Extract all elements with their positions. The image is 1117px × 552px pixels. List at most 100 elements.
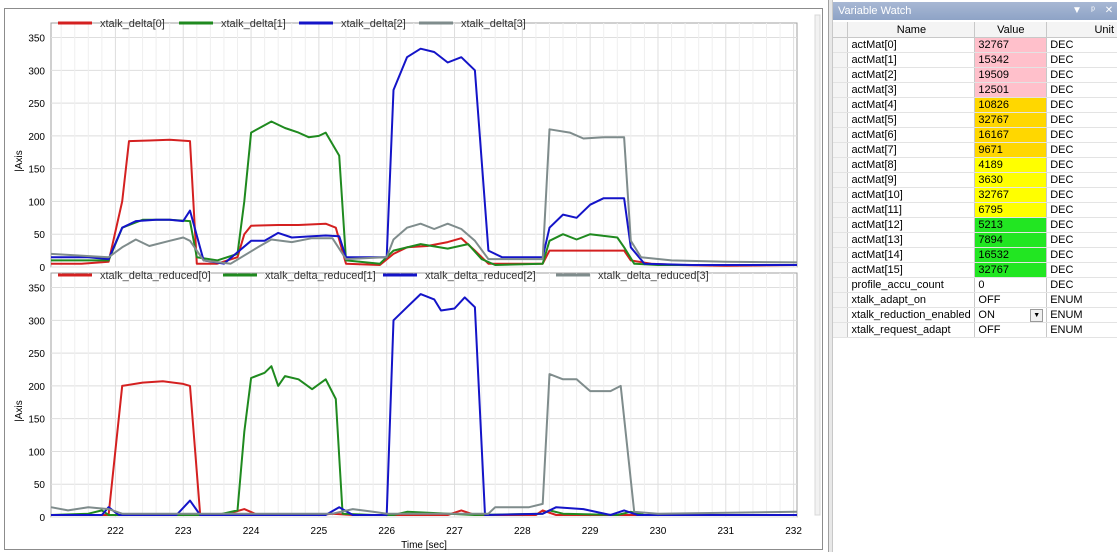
variable-name: actMat[15] (847, 262, 976, 278)
plot-scrollbar[interactable] (814, 14, 821, 516)
row-selector[interactable] (833, 187, 849, 203)
variable-name: actMat[3] (847, 82, 976, 98)
variable-value-text: 32767 (978, 114, 1010, 126)
y-tick-label: 100 (28, 447, 45, 458)
series-line-3 (50, 373, 798, 515)
row-selector[interactable] (833, 127, 849, 143)
x-tick-label: 230 (650, 526, 667, 537)
table-row[interactable]: actMat[2] 19509 DEC (833, 67, 1117, 83)
x-tick-label: 226 (378, 526, 395, 537)
plot-area[interactable]: 350 300 250 200 150 100 50 0 |Axis xtalk_delta[0]… (0, 0, 828, 552)
watch-title: Variable Watch (838, 5, 912, 17)
y-tick-label: 350 (28, 284, 45, 295)
y-axis-label: |Axis (14, 400, 25, 422)
variable-value[interactable]: ON ▼ (974, 307, 1048, 323)
table-row[interactable]: actMat[4] 10826 DEC (833, 97, 1117, 113)
row-selector[interactable] (833, 52, 849, 68)
variable-value[interactable]: 32767 (974, 187, 1048, 203)
variable-value[interactable]: 16532 (974, 247, 1048, 263)
variable-value[interactable]: 32767 (974, 37, 1048, 53)
variable-unit: DEC (1046, 262, 1117, 278)
watch-title-bar: Variable Watch ▼ ᵖ ✕ (833, 2, 1117, 20)
table-row[interactable]: actMat[10] 32767 DEC (833, 187, 1117, 203)
close-icon[interactable]: ✕ (1104, 5, 1114, 16)
row-selector[interactable] (833, 247, 849, 263)
table-row[interactable]: actMat[1] 15342 DEC (833, 52, 1117, 68)
variable-value[interactable]: 0 (974, 277, 1048, 293)
column-header-unit[interactable]: Unit (1046, 22, 1117, 38)
table-row[interactable]: xtalk_request_adapt OFF ENUM (833, 322, 1117, 338)
row-selector[interactable] (833, 232, 849, 248)
table-row[interactable]: actMat[13] 7894 DEC (833, 232, 1117, 248)
row-selector[interactable] (833, 157, 849, 173)
variable-value[interactable]: OFF (974, 322, 1048, 338)
variable-value-text: 0 (978, 279, 985, 291)
variable-unit: DEC (1046, 247, 1117, 263)
row-selector[interactable] (833, 82, 849, 98)
dropdown-menu-icon[interactable]: ▼ (1072, 5, 1082, 16)
variable-value-text: 16167 (978, 129, 1010, 141)
table-row[interactable]: actMat[11] 6795 DEC (833, 202, 1117, 218)
variable-value[interactable]: 7894 (974, 232, 1048, 248)
row-selector[interactable] (833, 322, 849, 338)
y-tick-label: 300 (28, 66, 45, 77)
series-line-2 (51, 47, 797, 266)
table-row[interactable]: actMat[8] 4189 DEC (833, 157, 1117, 173)
x-tick-label: 222 (107, 526, 124, 537)
row-selector[interactable] (833, 97, 849, 113)
pin-icon[interactable]: ᵖ (1091, 5, 1095, 16)
table-row[interactable]: actMat[15] 32767 DEC (833, 262, 1117, 278)
series-line-3 (50, 128, 798, 265)
row-selector[interactable] (833, 292, 849, 308)
table-row[interactable]: actMat[7] 9671 DEC (833, 142, 1117, 158)
variable-value[interactable]: 4189 (974, 157, 1048, 173)
plot-panel: 350 300 250 200 150 100 50 0 |Axis xtalk_delta[0]… (0, 0, 828, 552)
table-row[interactable]: actMat[3] 12501 DEC (833, 82, 1117, 98)
column-header-value[interactable]: Value (974, 22, 1048, 38)
variable-value[interactable]: 19509 (974, 67, 1048, 83)
row-selector[interactable] (833, 217, 849, 233)
variable-value-text: 5213 (978, 219, 1003, 231)
variable-unit: DEC (1046, 82, 1117, 98)
table-row[interactable]: xtalk_adapt_on OFF ENUM (833, 292, 1117, 308)
variable-value[interactable]: 5213 (974, 217, 1048, 233)
variable-value[interactable]: 32767 (974, 112, 1048, 128)
panel-splitter[interactable] (828, 0, 833, 552)
table-row[interactable]: actMat[14] 16532 DEC (833, 247, 1117, 263)
table-row[interactable]: actMat[5] 32767 DEC (833, 112, 1117, 128)
row-selector[interactable] (833, 307, 849, 323)
legend-label: xtalk_delta[1] (221, 18, 286, 30)
row-selector[interactable] (833, 172, 849, 188)
variable-unit: DEC (1046, 97, 1117, 113)
column-header-name[interactable]: Name (847, 22, 976, 38)
row-selector[interactable] (833, 67, 849, 83)
value-dropdown-icon[interactable]: ▼ (1030, 309, 1044, 322)
table-row[interactable]: actMat[12] 5213 DEC (833, 217, 1117, 233)
y-tick-label: 250 (28, 99, 45, 110)
variable-value[interactable]: 3630 (974, 172, 1048, 188)
row-selector[interactable] (833, 37, 849, 53)
table-row[interactable]: profile_accu_count 0 DEC (833, 277, 1117, 293)
variable-value-text: 4189 (978, 159, 1003, 171)
variable-value[interactable]: 6795 (974, 202, 1048, 218)
row-selector[interactable] (833, 142, 849, 158)
legend-label: xtalk_delta_reduced[3] (598, 270, 709, 282)
row-selector[interactable] (833, 262, 849, 278)
variable-value[interactable]: 16167 (974, 127, 1048, 143)
variable-value[interactable]: 9671 (974, 142, 1048, 158)
variable-value[interactable]: 15342 (974, 52, 1048, 68)
variable-value[interactable]: 10826 (974, 97, 1048, 113)
variable-name: actMat[6] (847, 127, 976, 143)
table-row[interactable]: xtalk_reduction_enabled ON ▼ ENUM (833, 307, 1117, 323)
variable-value-text: OFF (978, 324, 1001, 336)
row-selector[interactable] (833, 202, 849, 218)
row-selector[interactable] (833, 277, 849, 293)
table-row[interactable]: actMat[6] 16167 DEC (833, 127, 1117, 143)
variable-unit: DEC (1046, 172, 1117, 188)
table-row[interactable]: actMat[0] 32767 DEC (833, 37, 1117, 53)
row-selector[interactable] (833, 112, 849, 128)
table-row[interactable]: actMat[9] 3630 DEC (833, 172, 1117, 188)
variable-value[interactable]: 12501 (974, 82, 1048, 98)
variable-value[interactable]: 32767 (974, 262, 1048, 278)
variable-value[interactable]: OFF (974, 292, 1048, 308)
